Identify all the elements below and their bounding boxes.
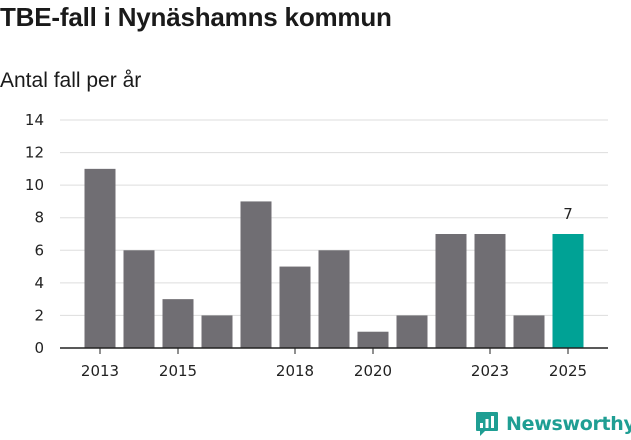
bar-2022 (435, 234, 467, 348)
newsworthy-logo-text: Newsworthy (506, 413, 631, 435)
y-tick-label: 10 (25, 176, 44, 194)
y-tick-label: 8 (34, 209, 44, 227)
bar-2019 (318, 250, 350, 348)
x-tick-label: 2013 (81, 362, 119, 380)
bar-2018 (279, 266, 311, 348)
bar-2023 (474, 234, 506, 348)
bar-2017 (240, 201, 272, 348)
chart-subtitle: Antal fall per år (0, 69, 142, 92)
x-tick-label: 2020 (354, 362, 392, 380)
bar-2021 (396, 315, 428, 348)
x-tick-label: 2023 (471, 362, 509, 380)
bar-chart: 0 2 4 6 8 10 12 14 7 2013 2015 2018 2020 2023 2025 (25, 111, 608, 380)
newsworthy-logo: Newsworthy (475, 408, 631, 440)
bar-2013 (84, 168, 116, 348)
chart-title: TBE-fall i Nynäshamns kommun (0, 2, 392, 32)
bar-2015 (162, 299, 194, 348)
x-tick-label: 2018 (276, 362, 314, 380)
y-tick-label: 6 (34, 241, 44, 259)
y-tick-label: 0 (34, 339, 44, 357)
x-tick-label: 2025 (549, 362, 587, 380)
y-tick-label: 14 (25, 111, 44, 129)
newsworthy-logo-icon (476, 412, 498, 436)
y-tick-label: 4 (34, 274, 44, 292)
bar-2020 (357, 331, 389, 348)
bar-2016 (201, 315, 233, 348)
y-tick-label: 2 (34, 306, 44, 324)
data-label: 7 (563, 205, 573, 223)
bar-2014 (123, 250, 155, 348)
bar-2024 (513, 315, 545, 348)
bar-2025 (552, 234, 584, 348)
y-tick-label: 12 (25, 144, 44, 162)
x-tick-label: 2015 (159, 362, 197, 380)
